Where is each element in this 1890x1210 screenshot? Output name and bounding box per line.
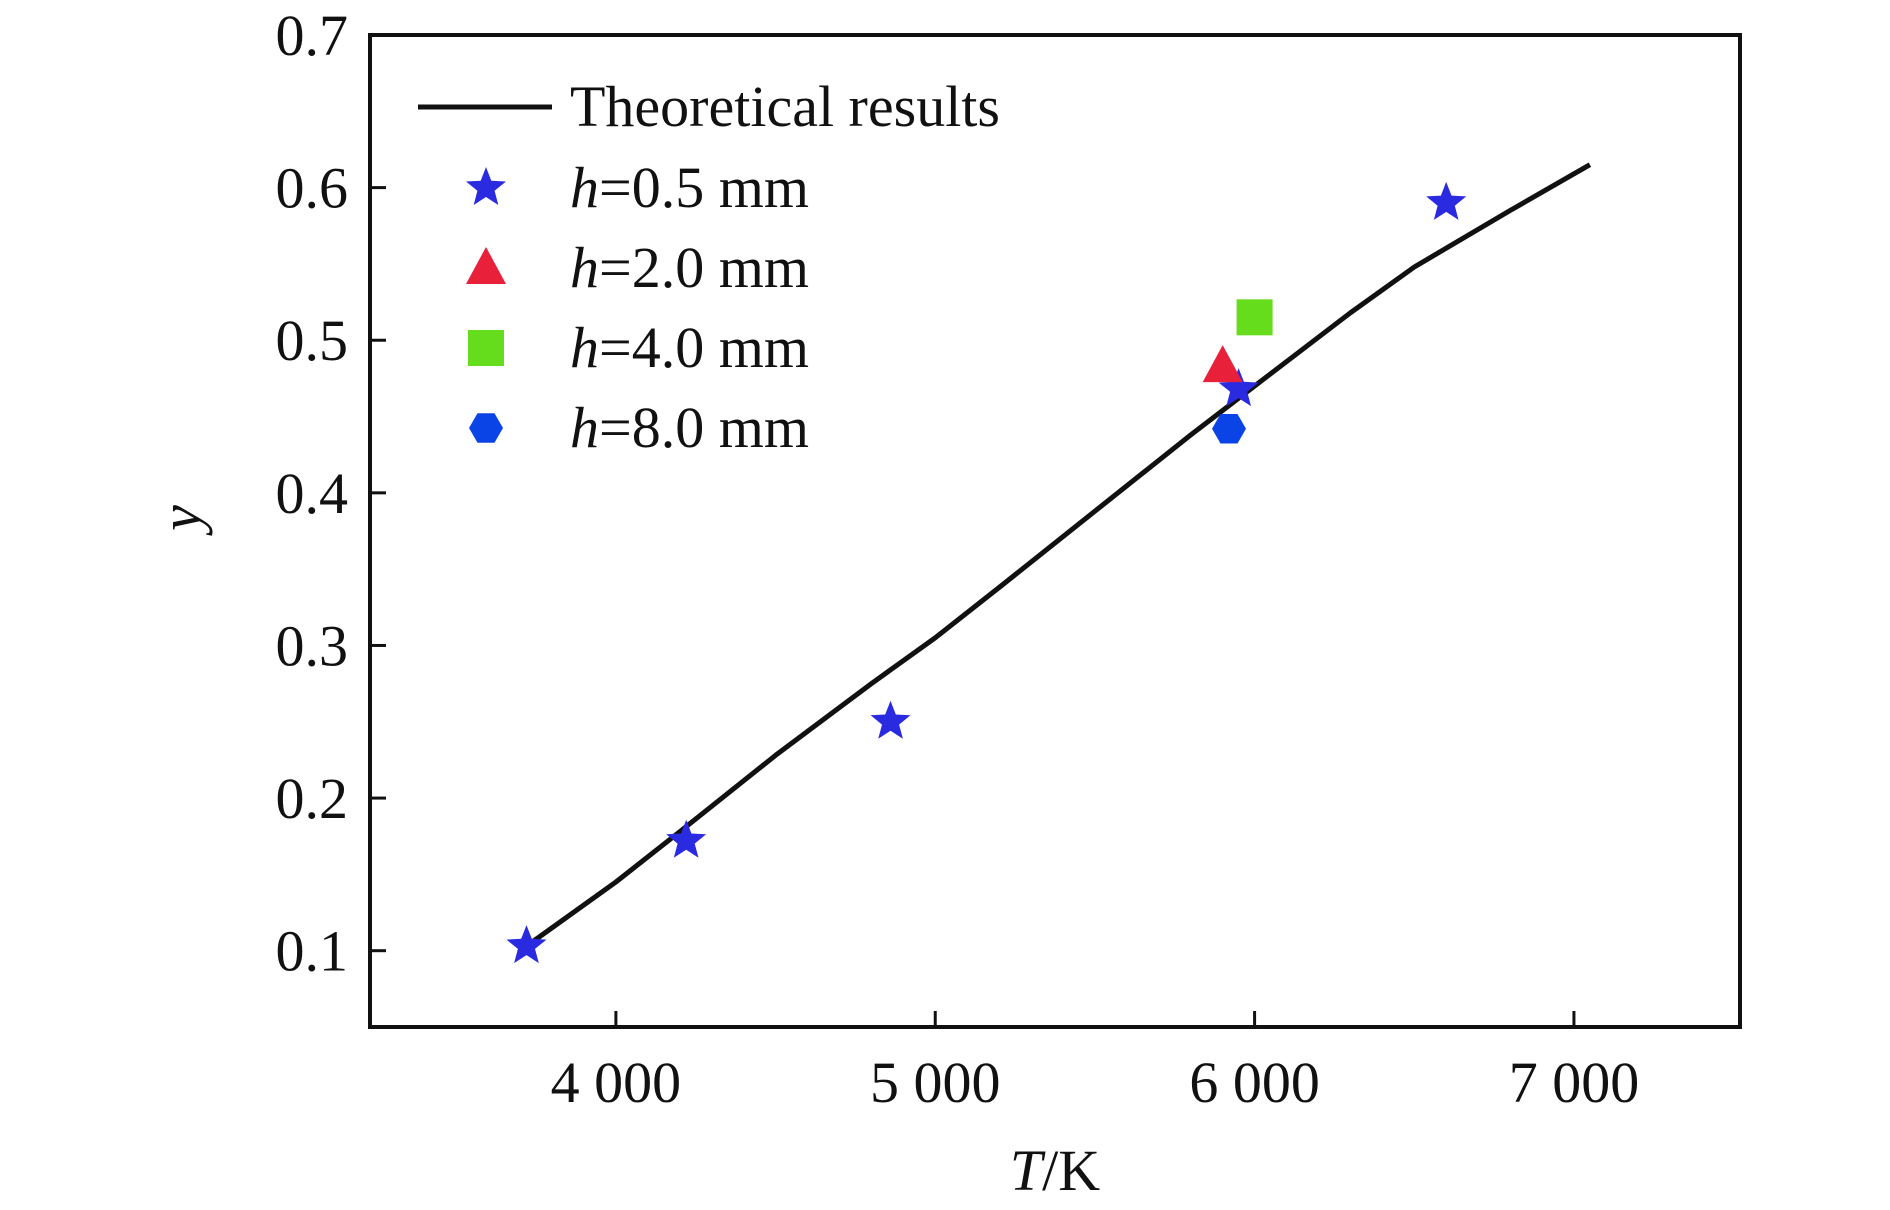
x-axis-title-unit: /K <box>1042 1138 1100 1203</box>
data-point-star <box>1426 181 1467 220</box>
legend-marker-triangle <box>466 247 506 284</box>
y-tick-label: 0.2 <box>276 766 349 831</box>
data-point-star <box>666 819 707 858</box>
legend-label-h-8-0-var: h <box>570 395 599 460</box>
x-tick-label: 4 000 <box>551 1050 682 1115</box>
legend-label-h-4-0-rest: =4.0 mm <box>599 315 809 380</box>
x-axis-title: T/K <box>1010 1138 1100 1203</box>
data-point-square <box>1236 299 1273 336</box>
x-tick-label: 7 000 <box>1509 1050 1640 1115</box>
legend-marker-square <box>468 330 504 366</box>
x-axis: 4 000 5 000 6 000 7 000 <box>551 1011 1640 1115</box>
data-point-star <box>506 925 547 964</box>
y-axis-title: y <box>148 505 213 536</box>
legend-label-h-4-0: h=4.0 mm <box>570 315 809 380</box>
y-tick-label: 0.4 <box>276 461 349 526</box>
y-tick-label: 0.1 <box>276 919 349 984</box>
data-point-star <box>870 700 911 739</box>
data-points-layer <box>506 181 1467 964</box>
legend-marker-hexagon <box>469 413 503 443</box>
legend-label-h-2-0-rest: =2.0 mm <box>599 235 809 300</box>
legend-marker-star <box>466 167 506 205</box>
y-tick-label: 0.6 <box>276 156 349 221</box>
x-tick-label: 5 000 <box>870 1050 1001 1115</box>
legend-label-h-0-5-var: h <box>570 155 599 220</box>
data-point-star <box>1218 368 1259 407</box>
theoretical-curve-layer <box>518 162 1592 953</box>
legend: Theoretical results h=0.5 mm h=2.0 mm h=… <box>418 74 1000 460</box>
x-tick-label: 6 000 <box>1189 1050 1320 1115</box>
legend-label-theoretical: Theoretical results <box>570 74 1000 139</box>
legend-marker-square <box>468 330 504 366</box>
legend-label-h-2-0-var: h <box>570 235 599 300</box>
legend-marker-star <box>466 167 506 205</box>
legend-marker-triangle <box>466 247 506 284</box>
legend-label-h-8-0-rest: =8.0 mm <box>599 395 809 460</box>
legend-marker-hexagon <box>469 413 503 443</box>
y-tick-label: 0.3 <box>276 613 349 678</box>
plot-area <box>368 33 1742 1029</box>
y-tick-label: 0.7 <box>276 3 349 68</box>
data-point-triangle <box>1202 345 1243 383</box>
data-point-hexagon <box>1212 414 1246 444</box>
theoretical-results-line <box>518 162 1592 953</box>
legend-label-h-0-5: h=0.5 mm <box>570 155 809 220</box>
x-axis-title-variable: T <box>1010 1138 1046 1203</box>
y-axis: 0.1 0.2 0.3 0.4 0.5 0.6 0.7 <box>276 3 386 984</box>
legend-label-h-8-0: h=8.0 mm <box>570 395 809 460</box>
legend-label-h-4-0-var: h <box>570 315 599 380</box>
legend-label-h-2-0: h=2.0 mm <box>570 235 809 300</box>
y-tick-label: 0.5 <box>276 308 349 373</box>
plot-frame <box>368 33 1742 1029</box>
legend-label-h-0-5-rest: =0.5 mm <box>599 155 809 220</box>
